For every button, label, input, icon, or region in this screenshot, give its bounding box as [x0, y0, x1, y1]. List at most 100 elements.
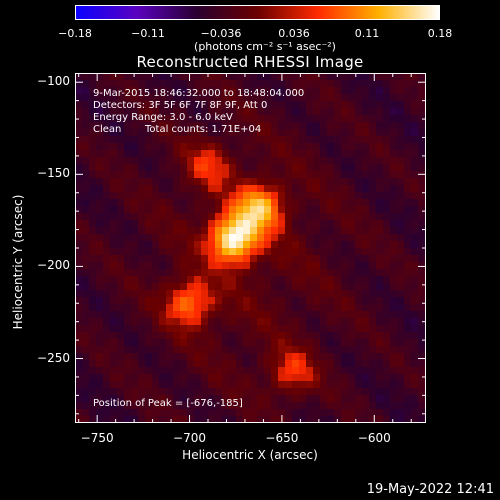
heatmap-cell [292, 157, 300, 165]
heatmap-cell [397, 269, 405, 277]
heatmap-cell [271, 409, 279, 417]
heatmap-cell [250, 94, 258, 102]
heatmap-cell [173, 395, 181, 403]
heatmap-cell [82, 339, 90, 347]
heatmap-cell [369, 262, 377, 270]
heatmap-cell [180, 353, 188, 361]
heatmap-cell [355, 402, 363, 410]
heatmap-cell [117, 339, 125, 347]
heatmap-cell [166, 262, 174, 270]
heatmap-cell [250, 199, 258, 207]
heatmap-cell [397, 185, 405, 193]
heatmap-cell [89, 388, 97, 396]
heatmap-cell [201, 416, 209, 423]
heatmap-cell [152, 248, 160, 256]
heatmap-cell [124, 115, 132, 123]
heatmap-cell [75, 213, 83, 221]
heatmap-cell [376, 136, 384, 144]
heatmap-cell [117, 283, 125, 291]
heatmap-cell [145, 346, 153, 354]
heatmap-cell [390, 318, 398, 326]
heatmap-cell [222, 402, 230, 410]
heatmap-cell [397, 192, 405, 200]
heatmap-cell [96, 339, 104, 347]
heatmap-cell [243, 297, 251, 305]
heatmap-cell [222, 262, 230, 270]
heatmap-cell [187, 353, 195, 361]
heatmap-cell [299, 227, 307, 235]
heatmap-cell [397, 164, 405, 172]
heatmap-cell [348, 269, 356, 277]
heatmap-cell [271, 143, 279, 151]
heatmap-cell [180, 283, 188, 291]
heatmap-cell [355, 185, 363, 193]
heatmap-cell [75, 367, 83, 375]
heatmap-cell [271, 255, 279, 263]
heatmap-cell [313, 297, 321, 305]
heatmap-cell [383, 325, 391, 333]
heatmap-cell [425, 171, 426, 179]
heatmap-cell [404, 290, 412, 298]
heatmap-cell [334, 241, 342, 249]
heatmap-cell [390, 206, 398, 214]
heatmap-cell [313, 157, 321, 165]
heatmap-cell [89, 136, 97, 144]
heatmap-cell [166, 248, 174, 256]
heatmap-cell [341, 192, 349, 200]
heatmap-cell [194, 136, 202, 144]
heatmap-cell [159, 311, 167, 319]
heatmap-cell [257, 87, 265, 95]
heatmap-cell [166, 87, 174, 95]
heatmap-cell [96, 143, 104, 151]
heatmap-cell [82, 255, 90, 263]
heatmap-cell [390, 255, 398, 263]
heatmap-cell [292, 80, 300, 88]
heatmap-cell [341, 80, 349, 88]
heatmap-cell [124, 290, 132, 298]
heatmap-cell [166, 164, 174, 172]
heatmap-cell [96, 220, 104, 228]
heatmap-cell [306, 388, 314, 396]
heatmap-cell [166, 374, 174, 382]
heatmap-cell [397, 346, 405, 354]
heatmap-cell [306, 206, 314, 214]
heatmap-cell [250, 290, 258, 298]
heatmap-cell [376, 367, 384, 375]
heatmap-cell [257, 353, 265, 361]
heatmap-cell [327, 178, 335, 186]
heatmap-cell [173, 227, 181, 235]
heatmap-cell [355, 122, 363, 130]
heatmap-cell [208, 178, 216, 186]
heatmap-cell [96, 94, 104, 102]
heatmap-cell [145, 213, 153, 221]
heatmap-cell [390, 171, 398, 179]
heatmap-cell [96, 171, 104, 179]
heatmap-cell [404, 276, 412, 284]
heatmap-cell [250, 101, 258, 109]
heatmap-cell [103, 143, 111, 151]
heatmap-cell [201, 234, 209, 242]
heatmap-cell [180, 311, 188, 319]
heatmap-cell [250, 339, 258, 347]
heatmap-cell [313, 80, 321, 88]
heatmap-cell [390, 122, 398, 130]
heatmap-cell [348, 185, 356, 193]
heatmap-cell [418, 115, 426, 123]
heatmap-cell [271, 80, 279, 88]
heatmap-cell [334, 360, 342, 368]
heatmap-cell [194, 108, 202, 116]
heatmap-cell [285, 234, 293, 242]
heatmap-cell [299, 164, 307, 172]
heatmap-cell [278, 388, 286, 396]
heatmap-cell [243, 178, 251, 186]
heatmap-cell [425, 241, 426, 249]
heatmap-cell [110, 171, 118, 179]
heatmap-cell [411, 115, 419, 123]
heatmap-cell [110, 129, 118, 137]
heatmap-cell [369, 108, 377, 116]
heatmap-cell [271, 353, 279, 361]
heatmap-cell [320, 304, 328, 312]
heatmap-cell [271, 416, 279, 423]
heatmap-cell [334, 353, 342, 361]
heatmap-cell [89, 290, 97, 298]
